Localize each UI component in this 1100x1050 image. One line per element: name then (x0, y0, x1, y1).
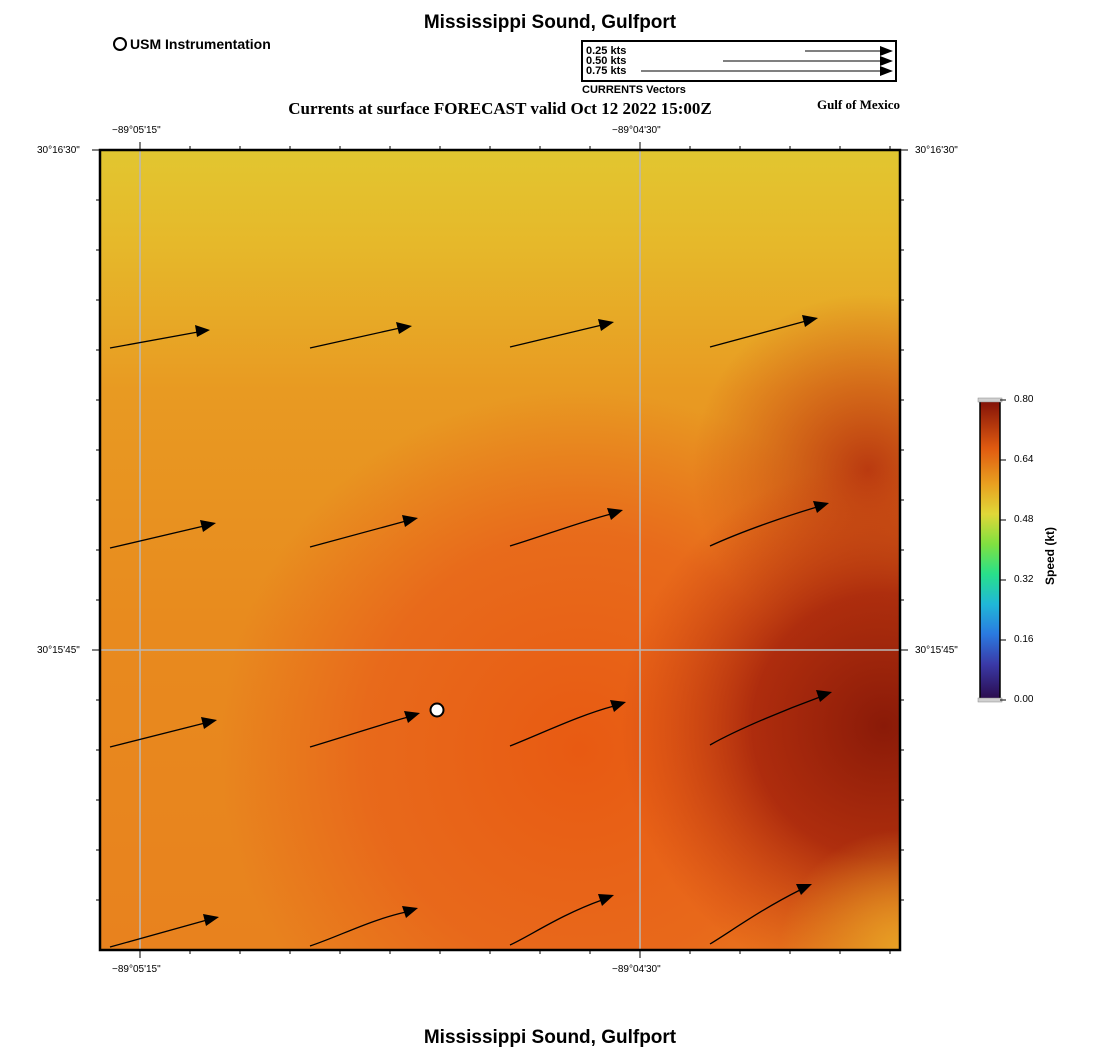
current-vectors (109, 315, 832, 948)
colorbar-tick-label: 0.80 (1014, 394, 1034, 405)
vector-arrow (709, 315, 818, 348)
vector-arrow (509, 319, 614, 348)
speed-colorbar (977, 397, 1006, 703)
colorbar-tick-label: 0.00 (1014, 694, 1034, 705)
lat-tick-left-1: 30°16'30" (37, 145, 80, 156)
vector-legend-arrows (641, 46, 893, 76)
vector-legend-entry-1: 0.25 kts (586, 45, 627, 57)
station-legend-label: USM Instrumentation (130, 36, 271, 52)
vector-arrow (309, 515, 418, 548)
vector-legend-caption: CURRENTS Vectors (582, 84, 686, 96)
station-legend: USM Instrumentation (113, 36, 271, 52)
vector-legend-entry-3: 0.75 kts (586, 65, 627, 77)
graticule (100, 150, 900, 950)
map-title: Mississippi Sound, Gulfport (423, 12, 677, 33)
vector-arrow (709, 501, 829, 547)
lon-tick-bottom-1: −89°05'15" (112, 964, 161, 975)
vector-arrow (309, 322, 412, 349)
vector-arrow (309, 906, 418, 947)
vector-arrow (109, 914, 219, 948)
map-title-bottom: Mississippi Sound, Gulfport (423, 1027, 677, 1048)
vector-legend: 0.25 kts 0.50 kts 0.75 kts (581, 40, 897, 82)
vector-arrow (109, 520, 216, 549)
map-subtitle: Currents at surface FORECAST valid Oct 1… (288, 99, 712, 118)
vector-arrow (509, 894, 614, 946)
vector-legend-entry-2: 0.50 kts (586, 55, 627, 67)
vector-arrow (309, 711, 420, 748)
vector-arrow (109, 717, 217, 748)
station-marker-icon (113, 37, 127, 51)
colorbar-tick-label: 0.64 (1014, 454, 1034, 465)
lat-tick-left-2: 30°15'45" (37, 645, 80, 656)
frame-ticks (92, 142, 908, 958)
colorbar-tick-label: 0.16 (1014, 634, 1034, 645)
vector-arrow (709, 884, 812, 945)
lat-tick-right-2: 30°15'45" (915, 645, 958, 656)
colorbar-title: Speed (kt) (1043, 526, 1057, 585)
vector-arrow (509, 700, 626, 747)
lon-tick-top-2: −89°04'30" (612, 125, 661, 136)
colorbar-tick-label: 0.48 (1014, 514, 1034, 525)
lon-tick-bottom-2: −89°04'30" (612, 964, 661, 975)
lat-tick-right-1: 30°16'30" (915, 145, 958, 156)
lon-tick-top-1: −89°05'15" (112, 125, 161, 136)
vector-arrow (709, 690, 832, 746)
colorbar-tick-label: 0.32 (1014, 574, 1034, 585)
region-label: Gulf of Mexico (816, 97, 900, 112)
usm-station-marker[interactable] (429, 702, 445, 718)
vector-arrow (109, 325, 210, 349)
vector-arrow (509, 508, 623, 547)
